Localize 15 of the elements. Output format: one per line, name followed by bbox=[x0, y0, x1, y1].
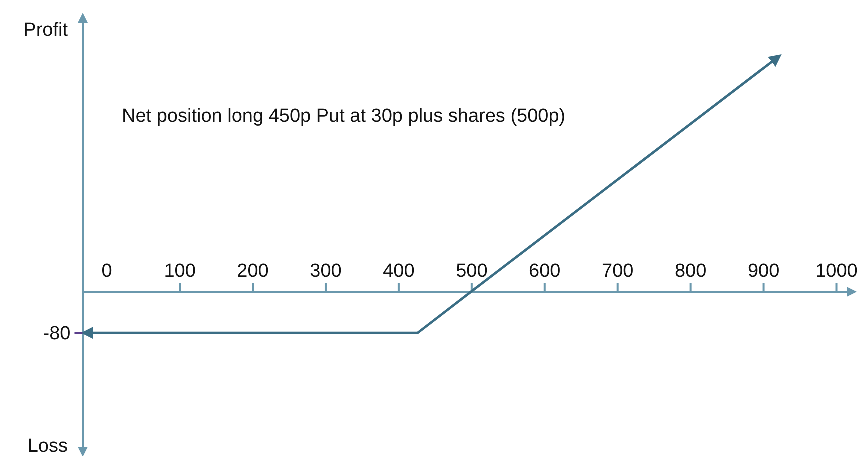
text: Profit bbox=[24, 20, 69, 41]
annotation: Net position long 450p Put at 30p plus shares (500p) bbox=[122, 106, 566, 127]
x-tick-label: 300 bbox=[310, 261, 342, 282]
x-tick-label: 500 bbox=[456, 261, 488, 282]
x-tick-label: 1000 bbox=[816, 261, 857, 282]
x-tick-label: 100 bbox=[164, 261, 196, 282]
x-tick-label: 800 bbox=[674, 261, 707, 282]
x-tick-label: 900 bbox=[748, 261, 780, 282]
annotation: -80 bbox=[43, 324, 71, 345]
x-tick-label: 0 bbox=[102, 261, 112, 282]
x-tick-label: 600 bbox=[529, 261, 561, 282]
x-tick-label: 700 bbox=[602, 261, 634, 282]
x-tick-label: 400 bbox=[383, 261, 415, 282]
text: Loss bbox=[28, 436, 68, 456]
x-tick-label: 200 bbox=[237, 261, 269, 282]
